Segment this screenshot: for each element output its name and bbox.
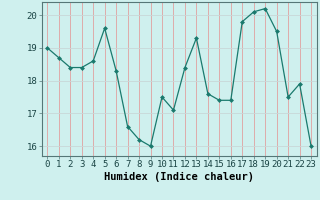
X-axis label: Humidex (Indice chaleur): Humidex (Indice chaleur): [104, 172, 254, 182]
